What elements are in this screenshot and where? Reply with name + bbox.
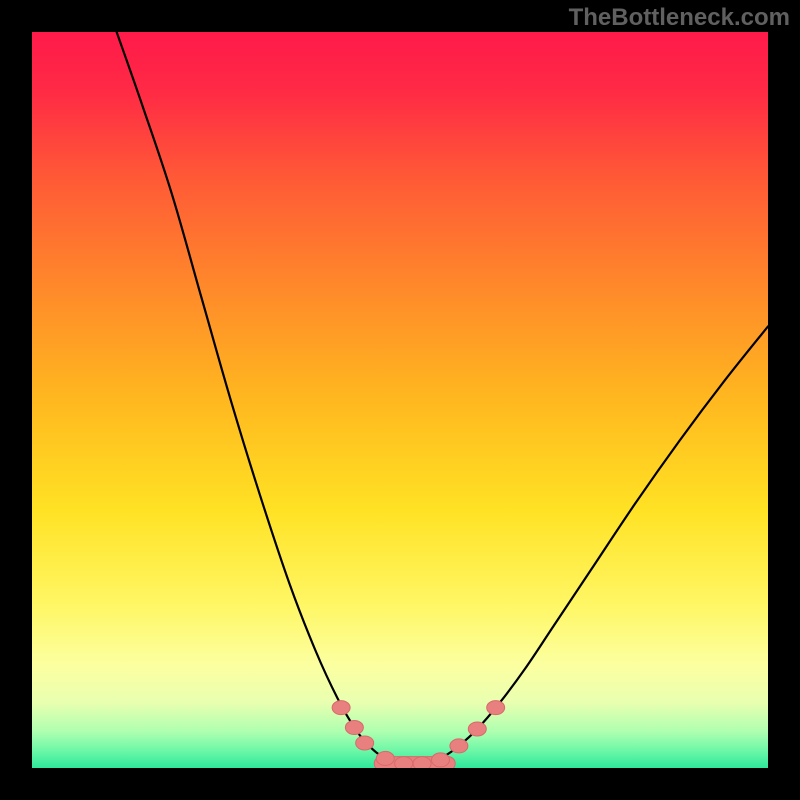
chart-container: TheBottleneck.com xyxy=(0,0,800,800)
curve-marker xyxy=(487,701,505,715)
plot-area xyxy=(32,32,768,768)
watermark-text: TheBottleneck.com xyxy=(569,4,790,32)
gradient-background xyxy=(32,32,768,768)
curve-marker xyxy=(345,721,363,735)
curve-marker xyxy=(332,701,350,715)
curve-marker xyxy=(431,753,449,767)
curve-marker xyxy=(376,751,394,765)
curve-marker xyxy=(468,722,486,736)
curve-marker xyxy=(395,757,413,768)
curve-marker xyxy=(450,739,468,753)
curve-marker xyxy=(413,757,431,768)
curve-marker xyxy=(356,736,374,750)
